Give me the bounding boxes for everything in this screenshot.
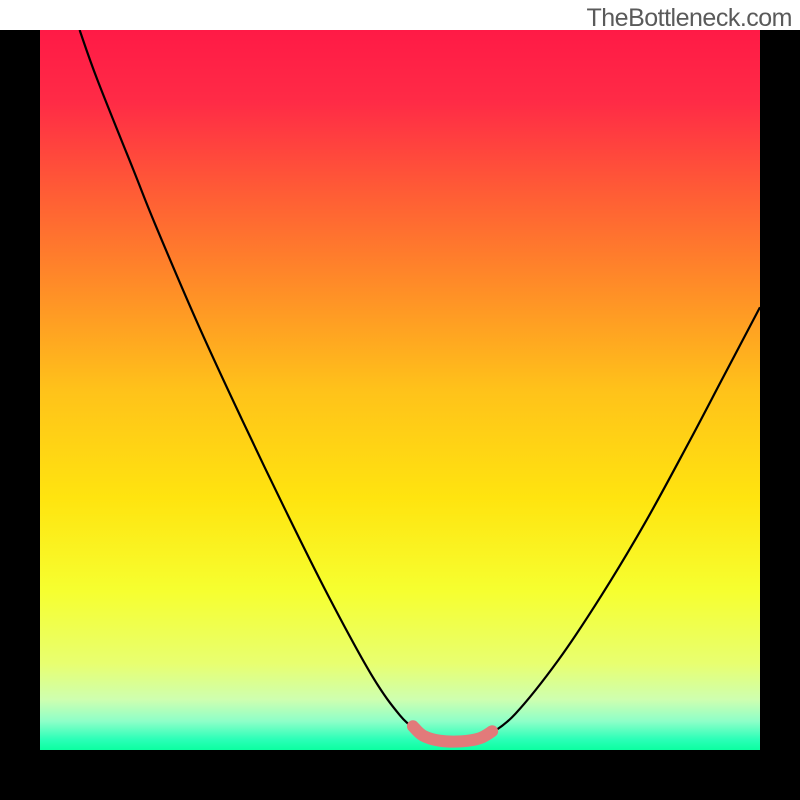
frame-border-right xyxy=(760,30,800,790)
frame-border-bottom xyxy=(0,750,800,800)
watermark-text: TheBottleneck.com xyxy=(587,4,793,33)
gradient-background xyxy=(40,30,760,750)
chart-frame xyxy=(0,30,800,800)
chart-root: TheBottleneck.com xyxy=(0,0,800,800)
frame-border-left xyxy=(0,30,40,790)
plot-area xyxy=(40,30,760,750)
